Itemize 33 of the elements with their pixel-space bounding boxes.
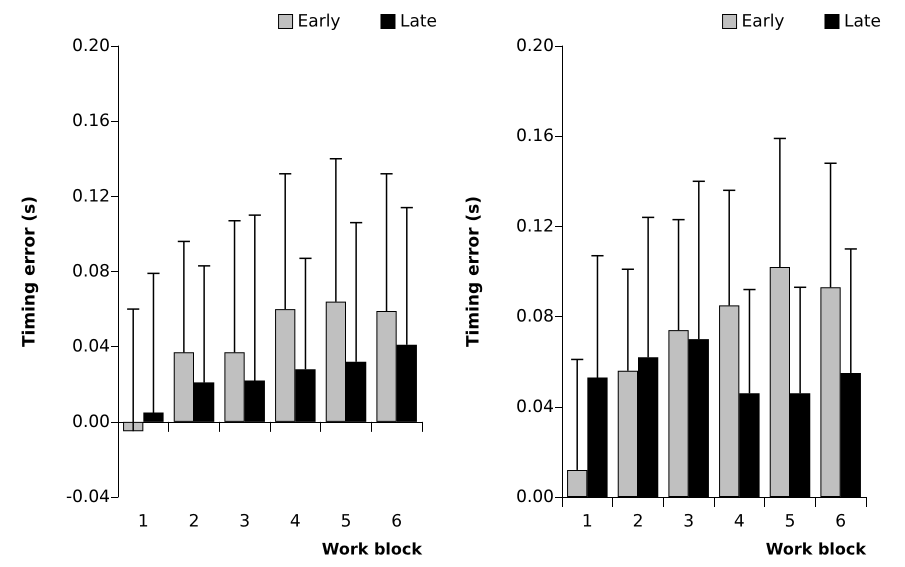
x-tick-label: 6 bbox=[391, 512, 402, 532]
y-tick-label: 0.20 bbox=[72, 36, 110, 56]
y-tick-label: 0.08 bbox=[516, 306, 554, 327]
x-axis-title: Work block bbox=[766, 540, 866, 558]
x-axis-title: Work block bbox=[322, 540, 422, 558]
y-tick-label: -0.04 bbox=[66, 487, 110, 507]
legend-label: Early bbox=[298, 12, 340, 32]
x-tick-label: 3 bbox=[239, 512, 250, 532]
x-tick-label: 5 bbox=[340, 512, 352, 532]
legend-label: Early bbox=[742, 12, 784, 32]
x-tick-label: 3 bbox=[683, 512, 694, 532]
y-tick-label: 0.20 bbox=[516, 36, 554, 56]
y-tick-label: 0.16 bbox=[516, 126, 554, 146]
y-tick-label: 0.00 bbox=[516, 487, 554, 507]
x-tick-label: 1 bbox=[138, 512, 149, 532]
y-tick-label: 0.08 bbox=[72, 262, 110, 282]
x-tick-label: 4 bbox=[734, 512, 745, 532]
x-tick-label: 4 bbox=[290, 512, 301, 532]
y-tick-label: 0.04 bbox=[516, 396, 554, 417]
x-tick-label: 5 bbox=[784, 512, 796, 532]
y-tick-label: 0.00 bbox=[72, 412, 110, 432]
legend-label: Late bbox=[400, 12, 437, 32]
y-tick-label: 0.12 bbox=[516, 216, 554, 236]
y-tick-label: 0.12 bbox=[72, 186, 110, 206]
y-axis-title: Timing error (s) bbox=[20, 196, 40, 348]
x-tick-label: 1 bbox=[582, 512, 593, 532]
x-tick-label: 6 bbox=[835, 512, 846, 532]
x-tick-label: 2 bbox=[188, 512, 200, 532]
y-tick-label: 0.04 bbox=[72, 336, 110, 357]
x-tick-label: 2 bbox=[632, 512, 644, 532]
legend-label: Late bbox=[844, 12, 881, 32]
y-tick-label: 0.16 bbox=[72, 111, 110, 132]
y-axis-title: Timing error (s) bbox=[464, 196, 484, 348]
